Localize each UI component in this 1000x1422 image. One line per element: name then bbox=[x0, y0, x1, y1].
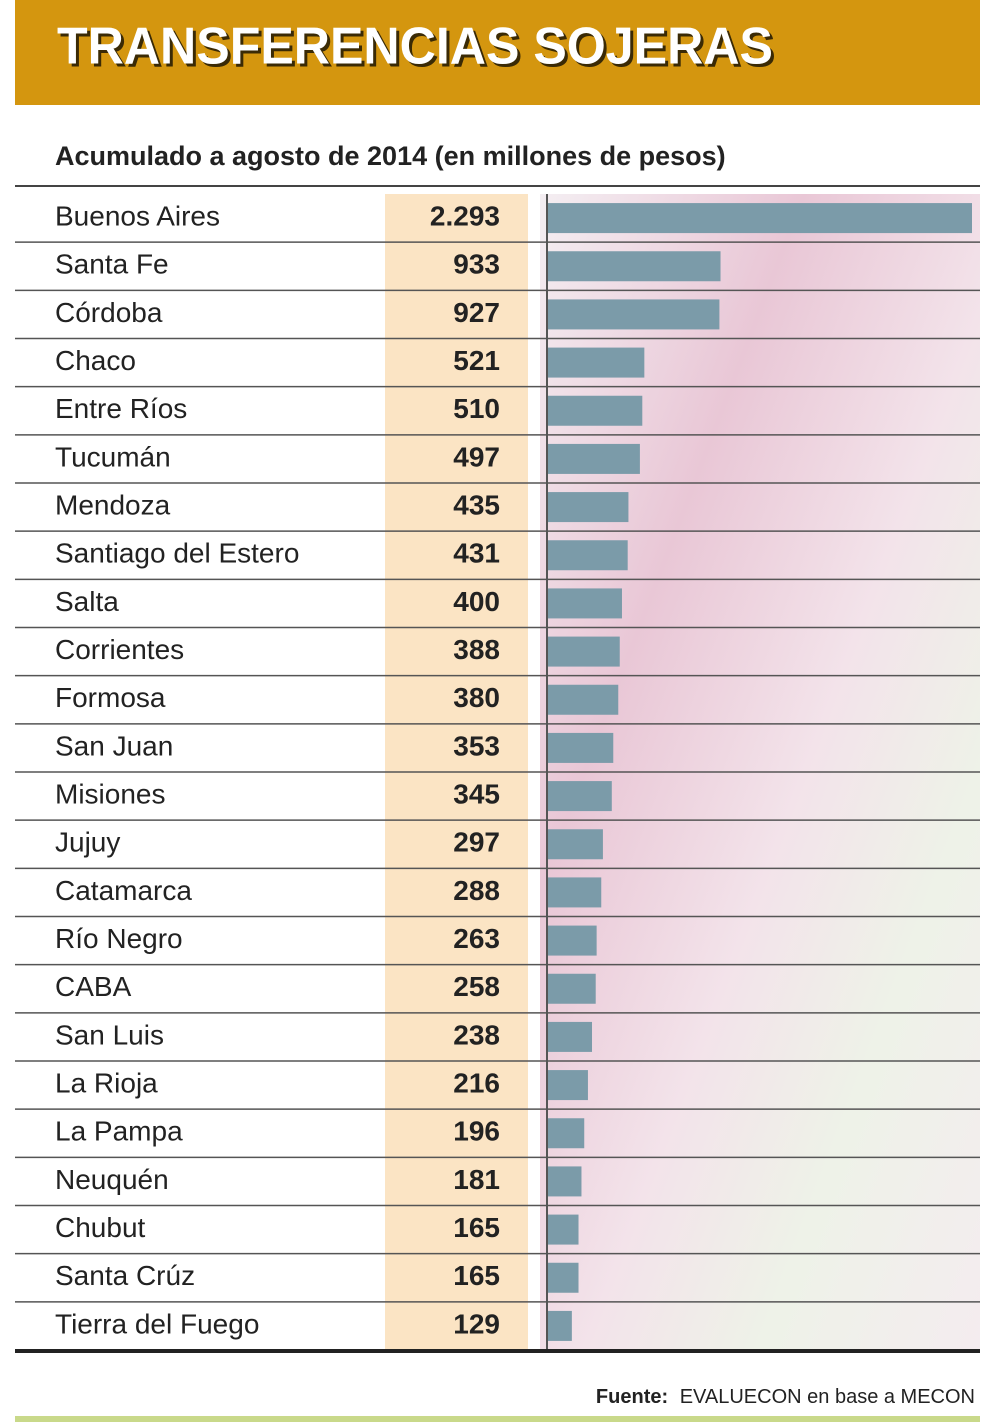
value-label: 165 bbox=[453, 1212, 500, 1243]
value-label: 927 bbox=[453, 297, 500, 328]
bar bbox=[548, 973, 596, 1004]
value-label: 510 bbox=[453, 393, 500, 424]
value-label: 521 bbox=[453, 345, 500, 376]
value-label: 388 bbox=[453, 634, 500, 665]
bar bbox=[548, 636, 620, 667]
category-label: Santa Fe bbox=[55, 249, 169, 280]
bar bbox=[548, 251, 721, 282]
category-label: Entre Ríos bbox=[55, 393, 187, 424]
category-label: Catamarca bbox=[55, 875, 192, 906]
category-label: Córdoba bbox=[55, 297, 163, 328]
bar bbox=[548, 732, 614, 763]
bar bbox=[548, 1310, 572, 1341]
value-label: 380 bbox=[453, 682, 500, 713]
category-label: San Juan bbox=[55, 730, 173, 761]
value-label: 497 bbox=[453, 441, 500, 472]
bar bbox=[548, 1070, 588, 1101]
category-label: CABA bbox=[55, 971, 132, 1002]
category-label: Jujuy bbox=[55, 827, 120, 858]
value-label: 431 bbox=[453, 538, 500, 569]
source-label: Fuente: bbox=[596, 1386, 668, 1408]
value-label: 353 bbox=[453, 730, 500, 761]
bar bbox=[548, 347, 645, 378]
value-label: 288 bbox=[453, 875, 500, 906]
subtitle: Acumulado a agosto de 2014 (en millones … bbox=[55, 141, 726, 171]
bar bbox=[548, 1118, 585, 1149]
category-label: Salta bbox=[55, 586, 119, 617]
bar bbox=[548, 492, 629, 523]
value-label: 263 bbox=[453, 923, 500, 954]
bar bbox=[548, 1262, 579, 1293]
header-band bbox=[15, 0, 980, 105]
category-label: San Luis bbox=[55, 1019, 164, 1050]
value-label: 933 bbox=[453, 249, 500, 280]
category-label: Río Negro bbox=[55, 923, 183, 954]
bar bbox=[548, 925, 597, 956]
category-label: Mendoza bbox=[55, 489, 171, 520]
category-label: Neuquén bbox=[55, 1164, 169, 1195]
value-label: 345 bbox=[453, 778, 500, 809]
source: Fuente: EVALUECON en base a MECON bbox=[596, 1386, 975, 1408]
bar bbox=[548, 1166, 582, 1197]
value-label: 165 bbox=[453, 1260, 500, 1291]
source-text: EVALUECON en base a MECON bbox=[680, 1386, 975, 1408]
bar bbox=[548, 829, 603, 860]
value-label: 435 bbox=[453, 489, 500, 520]
chart-title-shadow: TRANSFERENCIAS SOJERAS bbox=[60, 21, 776, 79]
value-label: 196 bbox=[453, 1116, 500, 1147]
category-label: Buenos Aires bbox=[55, 200, 220, 231]
bar bbox=[548, 299, 720, 330]
value-label: 258 bbox=[453, 971, 500, 1002]
bar bbox=[548, 1214, 579, 1245]
value-label: 238 bbox=[453, 1019, 500, 1050]
category-label: Chaco bbox=[55, 345, 136, 376]
chart-title: TRANSFERENCIAS SOJERAS bbox=[57, 18, 773, 76]
bar bbox=[548, 540, 628, 571]
value-label: 129 bbox=[453, 1308, 500, 1339]
category-label: Santiago del Estero bbox=[55, 538, 299, 569]
category-label: La Pampa bbox=[55, 1116, 183, 1147]
category-label: Tierra del Fuego bbox=[55, 1308, 259, 1339]
value-label: 216 bbox=[453, 1067, 500, 1098]
value-label: 2.293 bbox=[430, 200, 500, 231]
category-label: Tucumán bbox=[55, 441, 171, 472]
category-label: Santa Crúz bbox=[55, 1260, 195, 1291]
category-label: Corrientes bbox=[55, 634, 184, 665]
bar bbox=[548, 781, 612, 812]
bar bbox=[548, 877, 602, 908]
category-label: Misiones bbox=[55, 778, 165, 809]
category-label: Chubut bbox=[55, 1212, 146, 1243]
value-label: 400 bbox=[453, 586, 500, 617]
category-label: Formosa bbox=[55, 682, 166, 713]
bottom-strip bbox=[15, 1416, 980, 1422]
bar bbox=[548, 395, 643, 426]
category-label: La Rioja bbox=[55, 1067, 158, 1098]
bar bbox=[548, 203, 972, 234]
bar bbox=[548, 443, 640, 474]
value-label: 181 bbox=[453, 1164, 500, 1195]
bar bbox=[548, 684, 619, 715]
bar bbox=[548, 588, 622, 619]
bar bbox=[548, 1021, 593, 1052]
value-label: 297 bbox=[453, 827, 500, 858]
